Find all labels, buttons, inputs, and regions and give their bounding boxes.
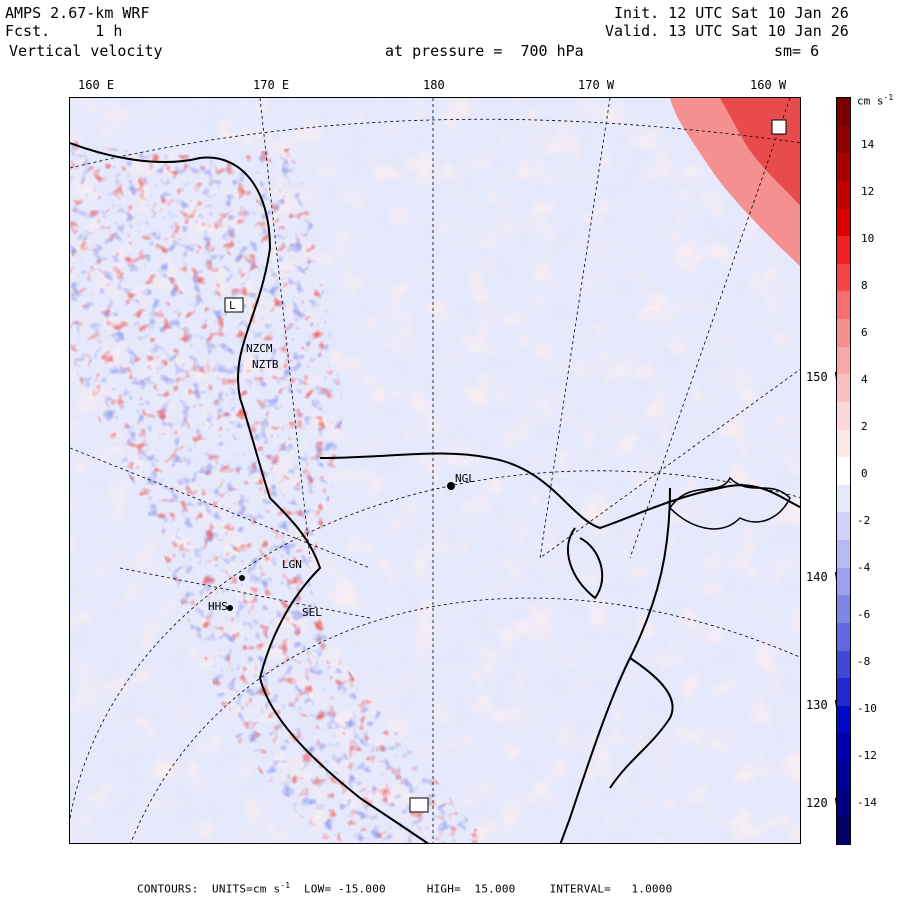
station-sel: SEL bbox=[302, 606, 322, 619]
colorbar-swatch bbox=[837, 567, 850, 596]
colorbar-swatch bbox=[837, 788, 850, 817]
colorbar-tick-label: 12 bbox=[861, 185, 875, 198]
station-ngl-marker bbox=[447, 482, 455, 490]
colorbar-tick-label: -12 bbox=[857, 749, 877, 762]
station-ngl: NGL bbox=[455, 472, 475, 485]
colorbar-tick-label: -6 bbox=[857, 608, 871, 621]
station-hhs-marker bbox=[227, 605, 233, 611]
colorbar-swatch bbox=[837, 180, 850, 210]
colorbar-swatch bbox=[837, 595, 850, 624]
colorbar-tick-label: 2 bbox=[861, 420, 868, 433]
colorbar-swatch bbox=[837, 678, 850, 707]
colorbar-units: cm s-1 bbox=[857, 93, 894, 108]
init-time: Init. 12 UTC Sat 10 Jan 26 bbox=[614, 4, 849, 22]
low-box bbox=[409, 797, 429, 813]
colorbar-swatch bbox=[837, 484, 850, 514]
coastline bbox=[70, 142, 800, 843]
station-lgn-marker bbox=[239, 575, 245, 581]
contour-info: CONTOURS: UNITS=cm s-1 LOW= -15.000 HIGH… bbox=[137, 881, 673, 896]
colorbar-tick-label: -10 bbox=[857, 702, 877, 715]
colorbar-swatch bbox=[837, 816, 850, 845]
station-nztb: NZTB bbox=[252, 358, 279, 371]
lon-label-160w: 160 W bbox=[750, 78, 787, 92]
station-nzcm: NZCM bbox=[246, 342, 273, 355]
colorbar-tick-label: 14 bbox=[861, 138, 875, 151]
lon-label-170e: 170 E bbox=[253, 78, 290, 92]
colorbar-swatch bbox=[837, 291, 850, 320]
colorbar-tick-label: 4 bbox=[861, 373, 868, 386]
colorbar-swatch bbox=[837, 761, 850, 790]
colorbar-swatch bbox=[837, 153, 850, 182]
colorbar-swatch bbox=[837, 457, 850, 486]
colorbar-swatch bbox=[837, 236, 850, 265]
lon-label-160e: 160 E bbox=[78, 78, 115, 92]
map-panel[interactable]: NGL NZTB NZCM LGN HHS SEL L bbox=[69, 97, 801, 844]
colorbar-swatch bbox=[837, 705, 850, 735]
colorbar-swatch bbox=[837, 125, 850, 154]
colorbar-swatch bbox=[837, 263, 850, 292]
colorbar-tick-label: 10 bbox=[861, 232, 875, 245]
forecast-hour: Fcst. 1 h bbox=[5, 22, 123, 40]
colorbar-swatch bbox=[837, 374, 850, 403]
colorbar-swatch bbox=[837, 733, 850, 762]
colorbar-swatch bbox=[837, 319, 850, 348]
colorbar-swatch bbox=[837, 208, 850, 237]
colorbar-swatch bbox=[837, 98, 850, 127]
high-label: L bbox=[229, 299, 236, 312]
field-name: Vertical velocity bbox=[0, 42, 163, 60]
high-box bbox=[224, 297, 244, 313]
station-lgn: LGN bbox=[282, 558, 302, 571]
colorbar-swatch bbox=[837, 512, 850, 541]
colorbar-tick-label: 6 bbox=[861, 326, 868, 339]
colorbar-tick-label: 8 bbox=[861, 279, 868, 292]
colorbar-swatch bbox=[837, 346, 850, 375]
valid-time: Valid. 13 UTC Sat 10 Jan 26 bbox=[605, 22, 849, 40]
rugged-coast bbox=[669, 476, 791, 530]
smoothing-value: sm= 6 bbox=[774, 42, 820, 60]
extreme-box bbox=[771, 119, 787, 135]
colorbar-swatch bbox=[837, 650, 850, 679]
lon-label-180: 180 bbox=[423, 78, 445, 92]
pressure-level: at pressure = 700 hPa bbox=[385, 42, 584, 60]
colorbar-tick-label: 0 bbox=[861, 467, 868, 480]
colorbar-tick-label: -4 bbox=[857, 561, 871, 574]
colorbar-swatch bbox=[837, 401, 850, 431]
stations: NGL NZTB NZCM LGN HHS SEL L bbox=[208, 119, 787, 813]
colorbar-swatch bbox=[837, 540, 850, 569]
graticule bbox=[70, 98, 800, 843]
colorbar-tick-label: -8 bbox=[857, 655, 871, 668]
colorbar-tick-label: -14 bbox=[857, 796, 877, 809]
colorbar-swatch bbox=[837, 429, 850, 458]
model-title: AMPS 2.67-km WRF bbox=[5, 4, 150, 22]
vertical-velocity-map: NGL NZTB NZCM LGN HHS SEL L bbox=[70, 98, 800, 843]
lon-label-170w: 170 W bbox=[578, 78, 615, 92]
colorbar-tick-label: -2 bbox=[857, 514, 871, 527]
colorbar bbox=[836, 97, 851, 845]
station-hhs: HHS bbox=[208, 600, 228, 613]
colorbar-swatch bbox=[837, 622, 850, 652]
